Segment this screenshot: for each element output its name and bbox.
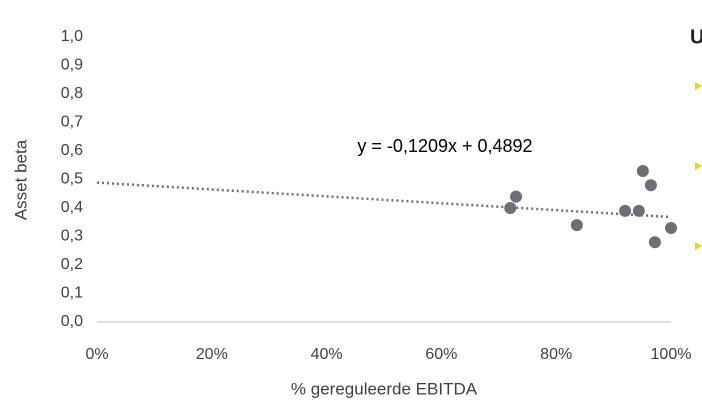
y-tick-label: 0,0: [61, 313, 83, 330]
point: [648, 236, 661, 249]
point: [636, 164, 649, 177]
y-tick-label: 0,3: [61, 228, 83, 245]
y-tick-label: 0,1: [61, 285, 83, 302]
x-tick-label: 0%: [85, 346, 108, 363]
y-axis-label: Asset beta: [11, 139, 30, 220]
y-tick-label: 0,8: [61, 85, 83, 102]
trend-equation: y = -0,1209x + 0,4892: [357, 136, 532, 156]
x-tick-label: 80%: [540, 346, 572, 363]
y-tick-label: 0,6: [61, 142, 83, 159]
bullet: [695, 242, 702, 250]
point: [510, 190, 523, 203]
y-tick-label: 0,2: [61, 256, 83, 273]
x-tick-label: 20%: [196, 346, 228, 363]
y-tick-label: 0,7: [61, 114, 83, 131]
bullet: [695, 82, 702, 90]
side-heading: U: [690, 26, 702, 48]
point: [619, 204, 632, 217]
y-tick-label: 1,0: [61, 28, 83, 45]
point: [504, 202, 517, 214]
bullet: [695, 162, 702, 170]
y-tick-label: 0,5: [61, 171, 83, 188]
x-tick-label: 60%: [425, 346, 457, 363]
x-axis-label: % gereguleerde EBITDA: [291, 379, 478, 398]
x-tick-label: 40%: [311, 346, 343, 363]
y-tick-label: 0,9: [61, 57, 83, 74]
point: [570, 219, 583, 232]
y-tick-label: 0,4: [61, 199, 83, 216]
x-tick-label: 100%: [651, 346, 692, 363]
point: [665, 221, 677, 234]
point: [644, 179, 657, 192]
point: [632, 204, 645, 217]
trendline: [96, 181, 672, 219]
